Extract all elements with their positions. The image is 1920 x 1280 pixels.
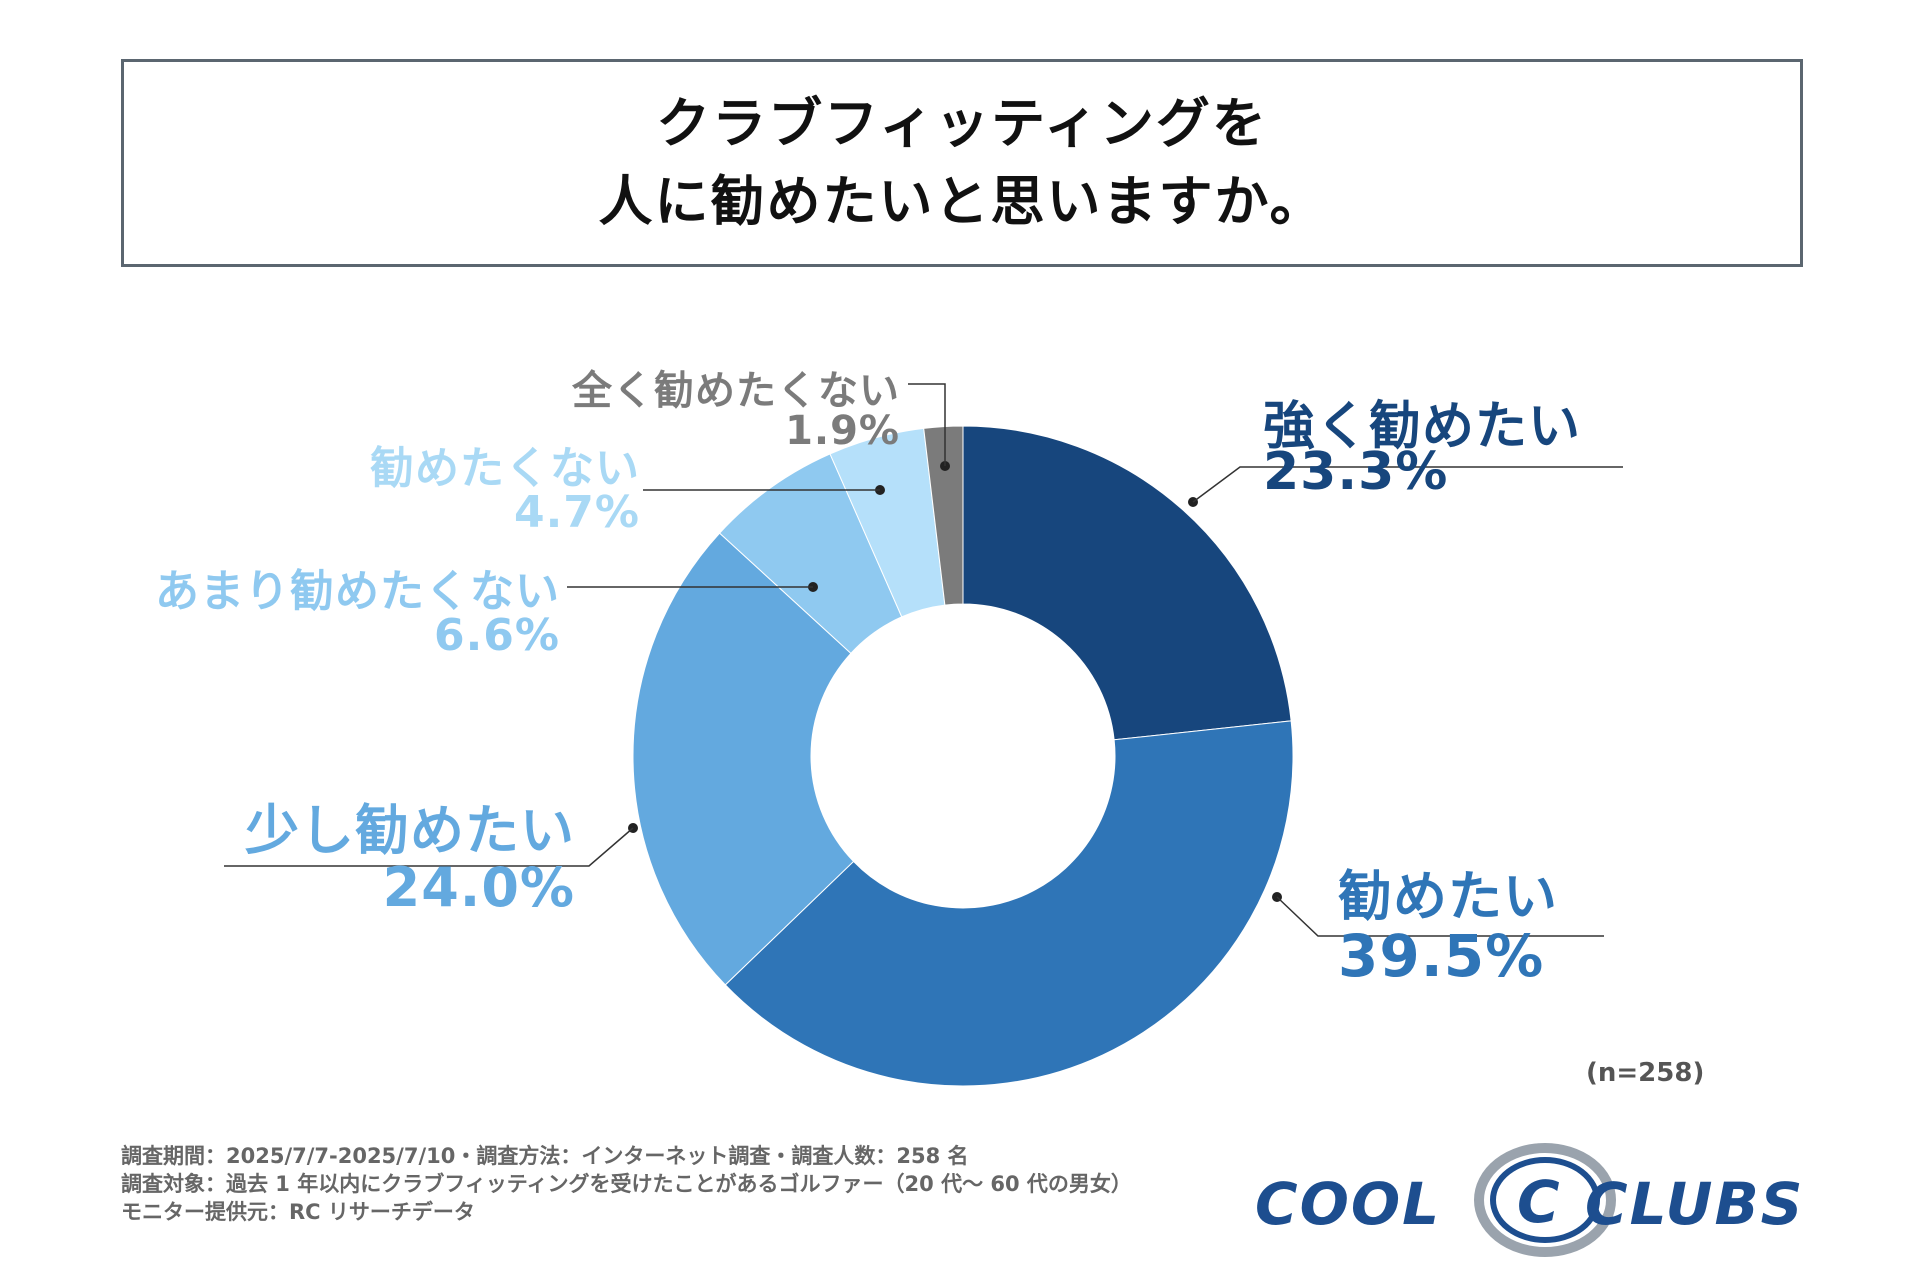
chart-title-line-1: クラブフィッティングを	[656, 92, 1268, 155]
leader-line-1	[1276, 896, 1604, 937]
title-box: クラブフィッティングを 人に勧めたいと思いますか。	[121, 59, 1803, 267]
svg-text:C: C	[1517, 1168, 1560, 1236]
leader-line-2	[224, 827, 634, 867]
logo-ring-icon: C	[1474, 1143, 1616, 1257]
logo-word-cool: COOL	[1255, 1170, 1442, 1238]
logo-word-clubs: CLUBS	[1585, 1170, 1805, 1238]
slice-label-0: 強く勧めたい	[1263, 397, 1582, 457]
cool-clubs-logo: C COOL CLUBS	[1255, 1142, 1815, 1262]
slice-value-0: 23.3%	[1263, 442, 1449, 502]
donut-slice-0	[962, 425, 1292, 741]
survey-period: 調査期間：2025/7/7-2025/7/10・調査方法：インターネット調査・調…	[121, 1144, 969, 1168]
survey-target: 調査対象：過去 1 年以内にクラブフィッティングを受けたことがあるゴルファー（2…	[121, 1172, 1132, 1196]
survey-provider: モニター提供元：RC リサーチデータ	[121, 1200, 475, 1224]
slice-value-5: 1.9%	[785, 408, 900, 454]
slice-value-2: 24.0%	[382, 856, 575, 919]
slice-value-1: 39.5%	[1338, 922, 1545, 990]
donut-slice-2	[632, 532, 855, 986]
chart-title-line-2: 人に勧めたいと思いますか。	[598, 170, 1326, 233]
leader-line-5	[908, 383, 946, 466]
survey-footer: 調査期間：2025/7/7-2025/7/10・調査方法：インターネット調査・調…	[121, 1142, 1132, 1226]
leader-line-0	[1192, 466, 1623, 503]
slice-label-2: 少し勧めたい	[245, 799, 575, 862]
donut-slice-1	[724, 720, 1294, 1087]
slice-label-4: 勧めたくない	[370, 443, 640, 494]
slice-value-3: 6.6%	[433, 610, 560, 661]
slice-label-5: 全く勧めたくない	[572, 368, 900, 414]
slice-value-4: 4.7%	[513, 487, 640, 538]
donut-slice-5	[923, 425, 964, 606]
sample-size-note: (n=258)	[1586, 1058, 1705, 1088]
slice-label-3: あまり勧めたくない	[155, 566, 560, 617]
slice-label-1: 勧めたい	[1338, 865, 1558, 928]
